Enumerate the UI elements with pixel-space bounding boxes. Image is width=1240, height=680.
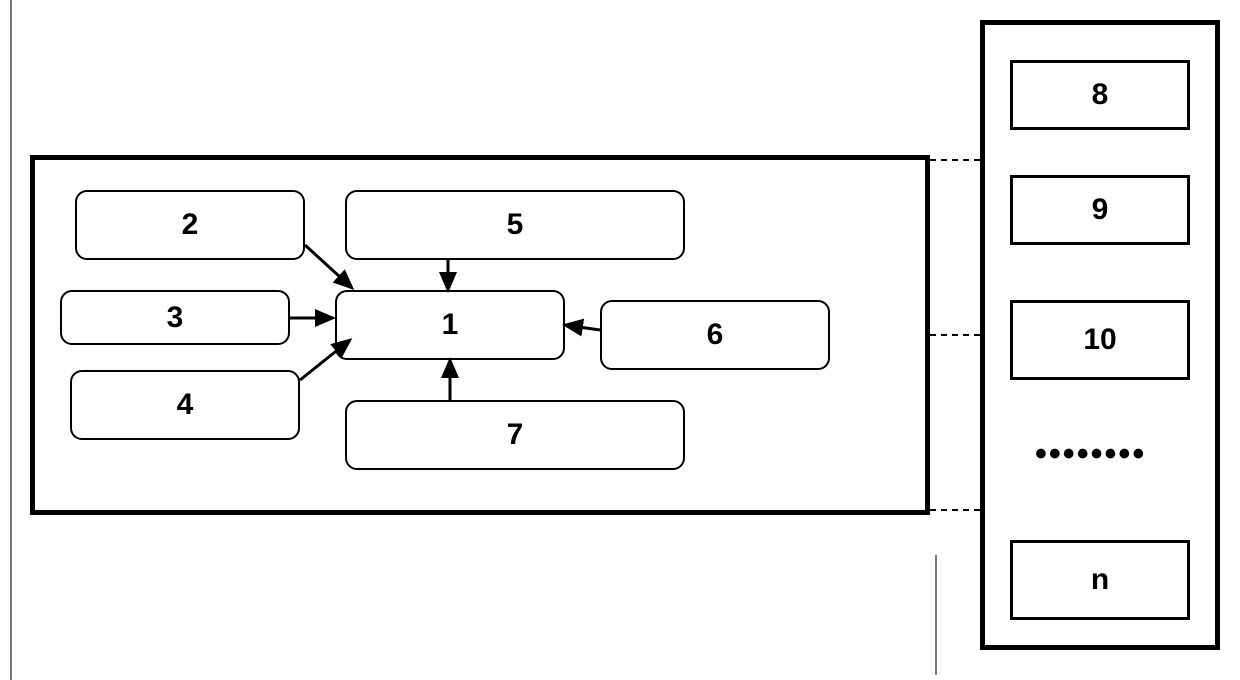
node-3: 3 [60,290,290,345]
node-2: 2 [75,190,305,260]
ellipsis: •••••••• [1035,435,1146,474]
guide-line-bottom [935,555,937,675]
node-5-label: 5 [507,208,524,242]
node-2-label: 2 [182,208,199,242]
node-1: 1 [335,290,565,360]
node-8: 8 [1010,60,1190,130]
node-8-label: 8 [1092,78,1109,112]
node-4: 4 [70,370,300,440]
node-1-label: 1 [442,308,459,342]
node-7-label: 7 [507,418,524,452]
node-9-label: 9 [1092,193,1109,227]
node-10: 10 [1010,300,1190,380]
node-n: n [1010,540,1190,620]
node-6: 6 [600,300,830,370]
guide-line-left [10,0,12,680]
ellipsis-text: •••••••• [1035,435,1146,473]
node-3-label: 3 [167,301,184,335]
node-6-label: 6 [707,318,724,352]
node-n-label: n [1091,563,1109,597]
node-9: 9 [1010,175,1190,245]
node-4-label: 4 [177,388,194,422]
node-5: 5 [345,190,685,260]
node-7: 7 [345,400,685,470]
diagram-root: 1 2 3 4 5 6 7 8 9 10 n •••••••• [0,0,1240,680]
node-10-label: 10 [1083,323,1116,357]
